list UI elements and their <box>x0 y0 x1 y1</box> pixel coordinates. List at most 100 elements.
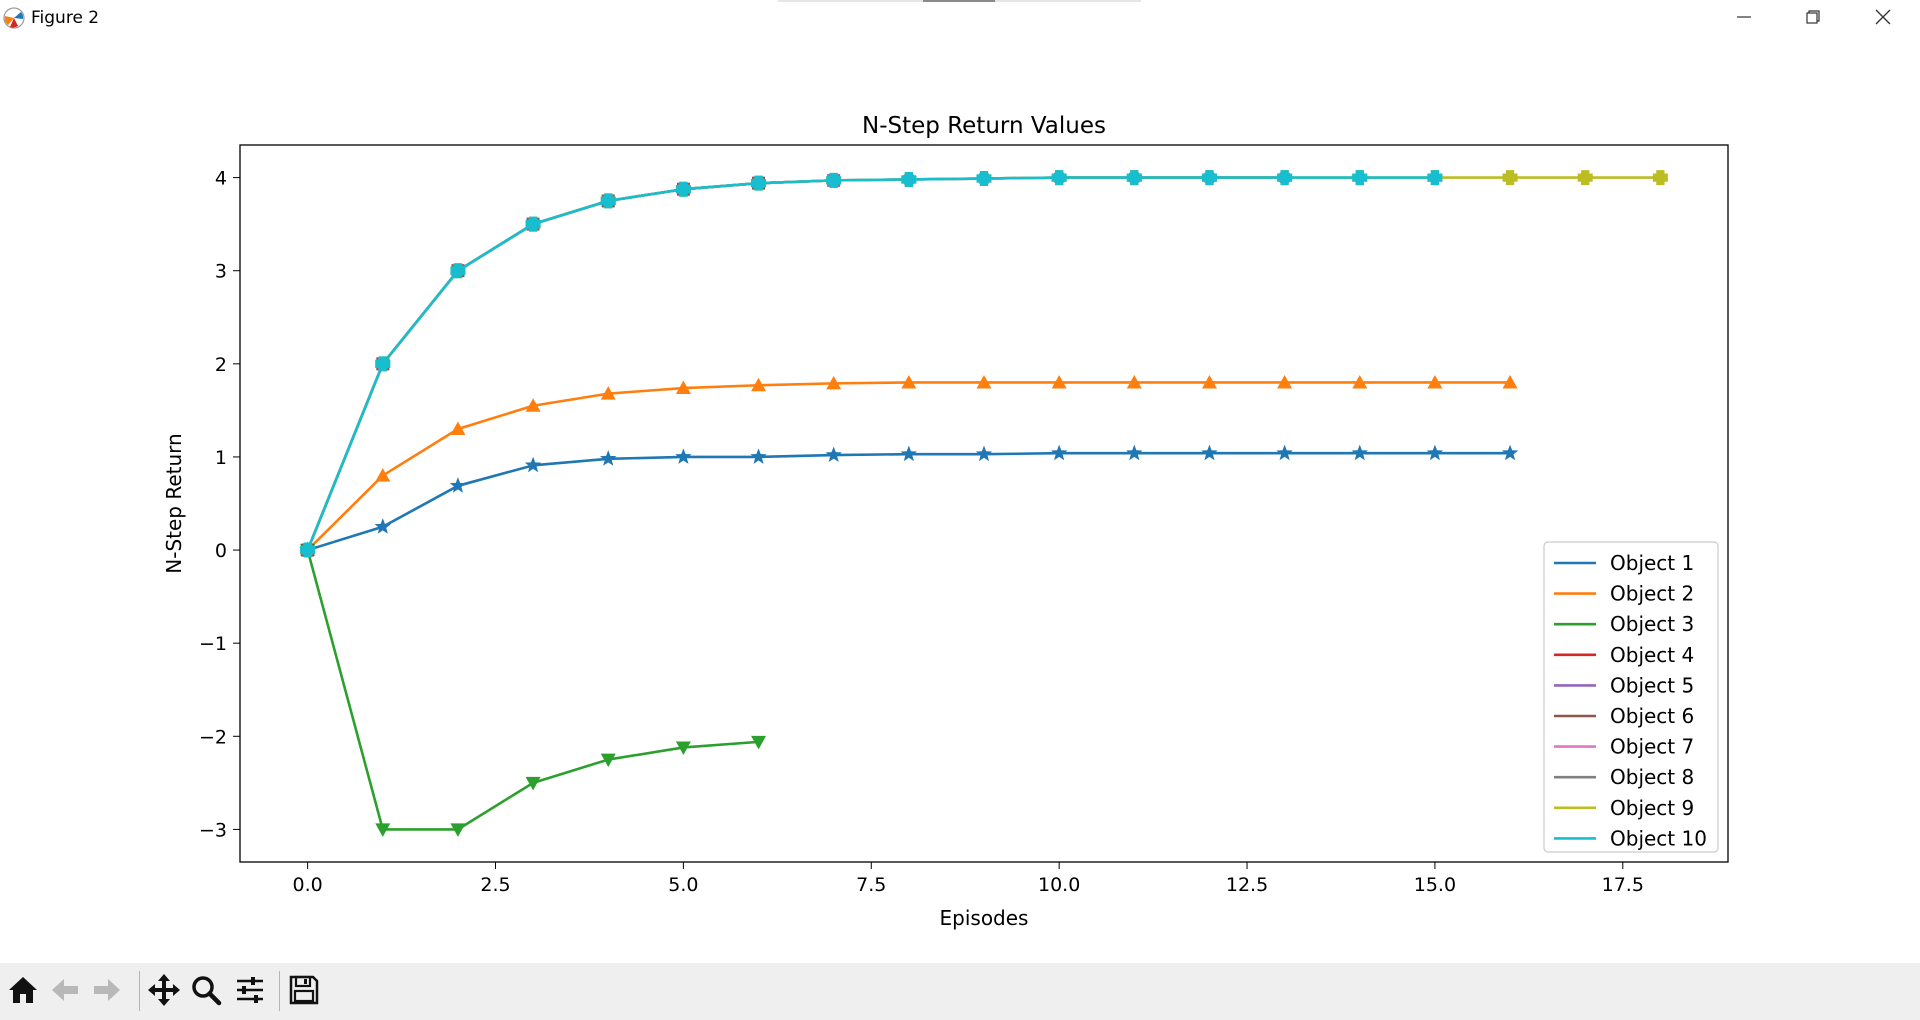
minimize-button[interactable] <box>1709 0 1779 34</box>
data-point <box>1427 170 1443 186</box>
data-point <box>525 398 541 412</box>
x-tick-label: 10.0 <box>1038 874 1080 896</box>
data-point <box>976 171 992 187</box>
data-point <box>1050 444 1068 461</box>
forward-icon <box>94 979 120 1001</box>
legend-label: Object 7 <box>1610 735 1694 759</box>
legend-label: Object 9 <box>1610 796 1694 820</box>
legend-label: Object 2 <box>1610 582 1694 606</box>
maximize-button[interactable] <box>1778 0 1848 34</box>
data-point <box>375 823 391 837</box>
data-point <box>1051 170 1067 186</box>
y-tick-label: 3 <box>215 261 227 283</box>
data-point <box>374 518 391 534</box>
legend-label: Object 10 <box>1610 826 1707 850</box>
data-point <box>751 735 767 750</box>
data-point <box>976 374 992 389</box>
series-line <box>306 176 1285 551</box>
save-button[interactable] <box>283 969 325 1011</box>
window-titlebar: Figure 2 <box>0 0 1920 36</box>
zoom-button[interactable] <box>185 969 227 1011</box>
data-point <box>826 375 842 390</box>
data-point <box>675 448 692 464</box>
x-tick-label: 2.5 <box>480 874 510 896</box>
x-tick-label: 15.0 <box>1414 874 1456 896</box>
legend: Object 1 Object 2 Object 3 Object 4 Object 5… <box>1543 541 1719 853</box>
minimize-icon <box>1737 16 1751 18</box>
y-tick-label: 4 <box>215 168 227 190</box>
data-point <box>1126 444 1143 461</box>
configure-subplots-button[interactable] <box>229 969 271 1011</box>
data-point <box>1276 444 1293 461</box>
configure-subplots-icon <box>237 977 263 1003</box>
series-6 <box>301 176 765 557</box>
data-point <box>450 823 466 837</box>
data-point <box>525 216 541 232</box>
data-point <box>675 181 691 197</box>
back-button[interactable] <box>44 969 86 1011</box>
data-point <box>1501 444 1519 461</box>
close-button[interactable] <box>1848 0 1918 34</box>
legend-box <box>1543 541 1719 853</box>
y-axis-label: N-Step Return <box>162 433 186 573</box>
legend-label: Object 8 <box>1610 765 1694 789</box>
pan-button[interactable] <box>143 969 185 1011</box>
back-icon <box>52 979 78 1001</box>
data-point <box>1352 170 1368 186</box>
maximize-icon <box>1806 10 1820 24</box>
x-tick-label: 17.5 <box>1602 874 1644 896</box>
legend-label: Object 4 <box>1610 643 1694 667</box>
data-point <box>750 448 767 464</box>
data-point <box>1352 374 1368 389</box>
data-point <box>450 421 466 436</box>
data-point <box>825 446 842 463</box>
series-line <box>307 451 1511 552</box>
data-point <box>600 193 616 209</box>
data-point <box>1051 374 1067 389</box>
save-icon <box>289 975 319 1005</box>
data-point <box>1201 444 1218 461</box>
data-point <box>449 477 467 493</box>
series-line <box>306 181 759 551</box>
x-tick-label: 12.5 <box>1226 874 1268 896</box>
data-point <box>1277 374 1293 389</box>
taskbar-hint-active <box>923 0 995 2</box>
data-point <box>300 542 316 558</box>
toolbar-separator <box>279 971 280 1011</box>
chart-title: N-Step Return Values <box>862 113 1106 139</box>
home-icon <box>9 977 37 1003</box>
data-point <box>900 445 918 462</box>
series-3 <box>300 544 767 837</box>
navigation-toolbar <box>0 963 1920 1020</box>
y-tick-label: −1 <box>199 633 227 655</box>
data-point <box>975 445 993 462</box>
legend-label: Object 3 <box>1610 612 1694 636</box>
data-point <box>1502 374 1518 389</box>
home-button[interactable] <box>2 969 44 1011</box>
axes-frame <box>239 144 1729 863</box>
x-tick-label: 5.0 <box>668 874 698 896</box>
data-point <box>1652 170 1668 186</box>
data-point <box>1502 170 1518 186</box>
data-point <box>1351 444 1368 461</box>
data-point <box>524 456 542 473</box>
data-point <box>901 171 917 187</box>
series-line <box>306 176 1661 551</box>
window-title: Figure 2 <box>31 8 100 28</box>
series-10 <box>300 170 1443 558</box>
series-9 <box>300 170 1668 558</box>
data-point <box>1577 170 1593 186</box>
data-point <box>901 374 917 389</box>
zoom-icon <box>192 976 222 1006</box>
series-line <box>306 381 1511 551</box>
legend-label: Object 5 <box>1610 673 1694 697</box>
data-point <box>375 468 391 482</box>
series-line <box>306 176 1435 551</box>
data-point <box>1126 374 1142 389</box>
data-point <box>450 263 466 279</box>
legend-label: Object 1 <box>1610 551 1694 575</box>
x-tick-label: 0.0 <box>293 874 323 896</box>
forward-button[interactable] <box>86 969 128 1011</box>
close-icon <box>1875 9 1891 25</box>
series-2 <box>300 374 1518 557</box>
